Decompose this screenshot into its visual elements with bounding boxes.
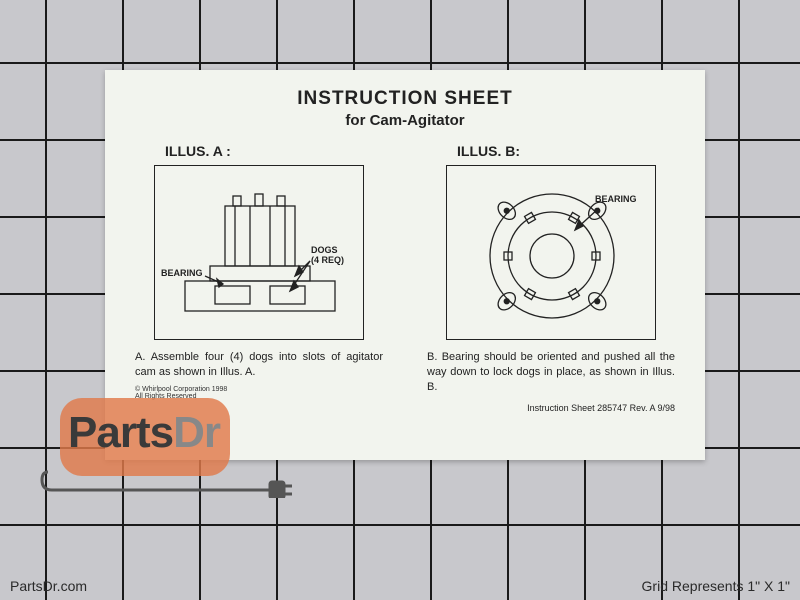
illus-a-bearing-label: BEARING xyxy=(161,268,203,278)
watermark-parts: Parts xyxy=(68,408,173,457)
watermark-dr: Dr xyxy=(173,408,220,457)
illus-b-diagram xyxy=(447,166,657,341)
illus-a-box: BEARING DOGS (4 REQ) xyxy=(154,165,364,340)
watermark-cord-icon xyxy=(40,468,300,498)
illus-a-label: ILLUS. A : xyxy=(165,143,389,159)
footer-left-text: PartsDr.com xyxy=(10,578,87,594)
illustration-row: ILLUS. A : xyxy=(129,143,681,413)
illus-b-caption: B. Bearing should be oriented and pushed… xyxy=(421,350,681,395)
illus-b-column: ILLUS. B: xyxy=(421,143,681,413)
sheet-subtitle: for Cam-Agitator xyxy=(129,112,681,129)
footer-right-text: Grid Represents 1" X 1" xyxy=(642,578,790,594)
illus-a-dogs-label: DOGS (4 REQ) xyxy=(311,246,344,266)
illus-b-label: ILLUS. B: xyxy=(457,143,681,159)
sheet-title: INSTRUCTION SHEET xyxy=(129,88,681,110)
illus-a-column: ILLUS. A : xyxy=(129,143,389,413)
illus-b-box: BEARING xyxy=(446,165,656,340)
watermark: PartsDr xyxy=(30,390,300,510)
revision-text: Instruction Sheet 285747 Rev. A 9/98 xyxy=(421,403,681,413)
watermark-text: PartsDr xyxy=(68,408,220,458)
illus-b-bearing-label: BEARING xyxy=(595,194,637,204)
illus-a-caption: A. Assemble four (4) dogs into slots of … xyxy=(129,350,389,380)
